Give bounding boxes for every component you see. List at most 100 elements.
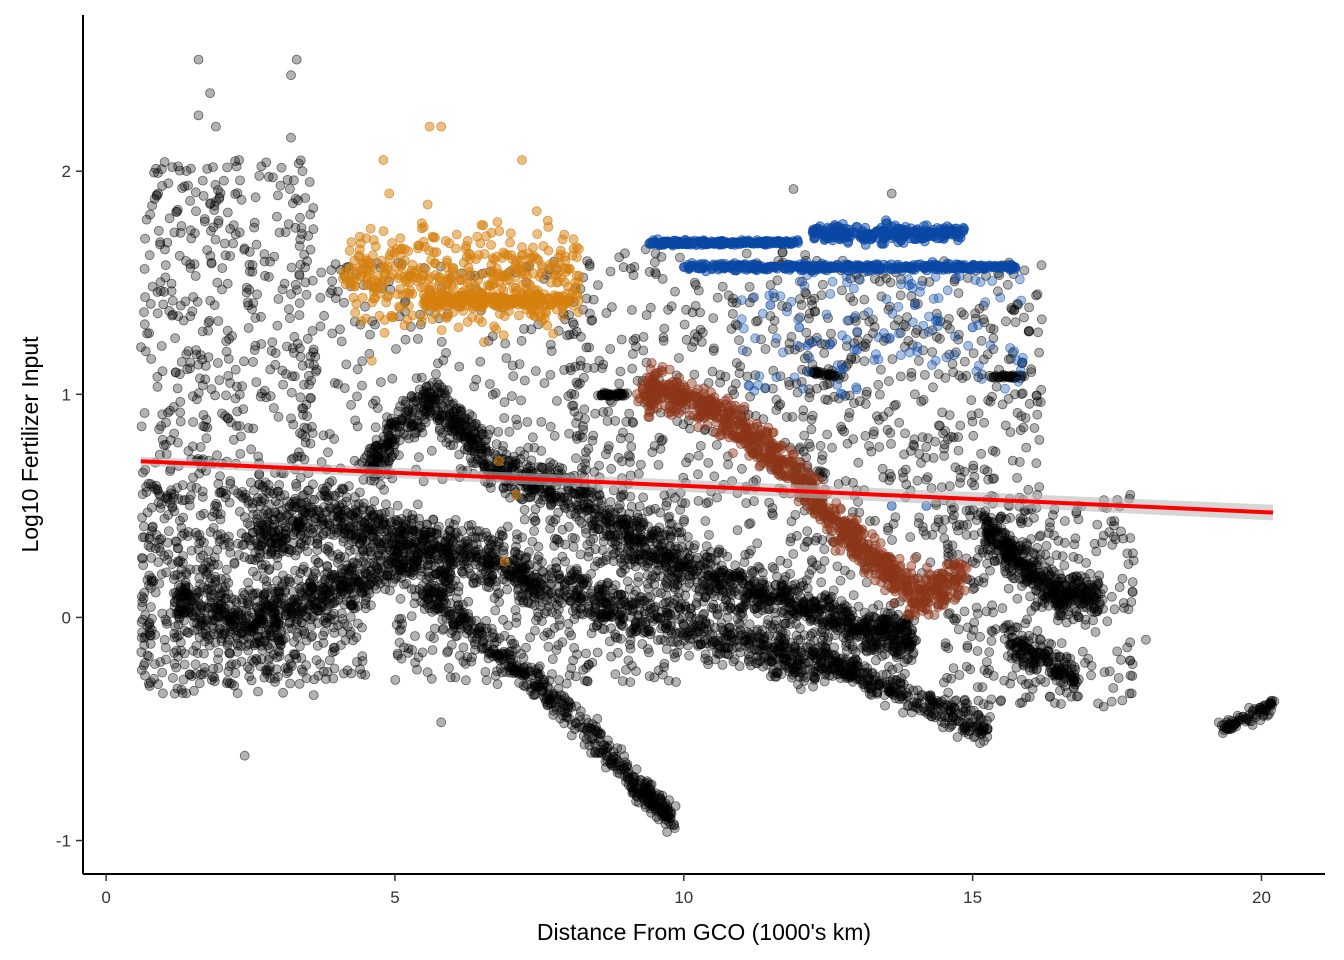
- point: [297, 403, 308, 414]
- point: [708, 313, 719, 324]
- point: [302, 567, 313, 577]
- point: [815, 440, 826, 451]
- point: [185, 263, 196, 273]
- point: [160, 614, 171, 625]
- point: [232, 406, 243, 417]
- point: [955, 477, 965, 488]
- point: [575, 493, 586, 504]
- point: [777, 247, 788, 258]
- point: [140, 233, 151, 244]
- point: [500, 488, 511, 499]
- point: [153, 188, 164, 199]
- point: [186, 545, 197, 556]
- point: [817, 614, 827, 625]
- point: [137, 614, 148, 625]
- point: [797, 599, 808, 610]
- point: [939, 439, 950, 450]
- point: [251, 377, 262, 388]
- point: [860, 430, 871, 441]
- point: [185, 311, 196, 322]
- point: [296, 664, 307, 675]
- point: [291, 653, 302, 664]
- point: [876, 364, 886, 375]
- point: [375, 479, 386, 490]
- point: [730, 571, 741, 582]
- point: [459, 416, 470, 427]
- point: [566, 630, 577, 641]
- point: [557, 637, 568, 647]
- point: [396, 624, 407, 634]
- point: [894, 417, 905, 428]
- point: [171, 645, 182, 656]
- point: [253, 451, 264, 462]
- point: [670, 286, 680, 297]
- point: [961, 661, 972, 672]
- point: [717, 660, 728, 670]
- point: [571, 453, 581, 464]
- point: [222, 207, 233, 218]
- point: [704, 530, 714, 540]
- point: [179, 659, 190, 670]
- point: [539, 378, 550, 389]
- point: [703, 457, 714, 468]
- point: [152, 308, 163, 319]
- point: [295, 392, 306, 403]
- point: [823, 395, 833, 406]
- point: [1127, 659, 1138, 670]
- point: [278, 379, 289, 390]
- point: [977, 682, 988, 693]
- point: [136, 342, 146, 353]
- point: [982, 349, 993, 360]
- point: [617, 676, 628, 686]
- point: [866, 446, 877, 457]
- point: [874, 442, 885, 452]
- point: [874, 276, 885, 287]
- point: [181, 688, 192, 699]
- point: [214, 193, 225, 204]
- point: [657, 434, 668, 445]
- point: [621, 665, 631, 675]
- point: [968, 430, 979, 441]
- point: [900, 428, 910, 439]
- point: [598, 359, 609, 370]
- point: [921, 441, 932, 452]
- point: [923, 433, 933, 444]
- point: [421, 406, 432, 417]
- point: [197, 491, 208, 502]
- point: [215, 188, 226, 199]
- point: [567, 532, 578, 543]
- point: [195, 669, 206, 680]
- point: [1029, 423, 1040, 433]
- point: [209, 205, 220, 215]
- point: [244, 284, 255, 295]
- point: [571, 671, 581, 682]
- point: [324, 655, 335, 666]
- point: [463, 596, 474, 607]
- point: [249, 222, 260, 233]
- point: [236, 490, 247, 501]
- point: [445, 672, 456, 683]
- point: [484, 379, 495, 389]
- point: [536, 416, 547, 427]
- point: [584, 342, 594, 353]
- point: [810, 535, 821, 546]
- point: [663, 304, 673, 315]
- point: [614, 378, 625, 389]
- point: [308, 224, 319, 235]
- point: [475, 356, 486, 367]
- point: [939, 677, 949, 688]
- point: [670, 492, 680, 503]
- point: [248, 298, 259, 309]
- point: [516, 335, 527, 346]
- point: [862, 633, 873, 643]
- point: [1081, 558, 1091, 568]
- point: [422, 667, 433, 678]
- point: [659, 662, 669, 672]
- point: [744, 281, 755, 292]
- point: [983, 395, 994, 406]
- point: [291, 284, 302, 295]
- point: [406, 611, 417, 621]
- point: [172, 206, 182, 217]
- point: [228, 238, 239, 249]
- point: [157, 608, 168, 619]
